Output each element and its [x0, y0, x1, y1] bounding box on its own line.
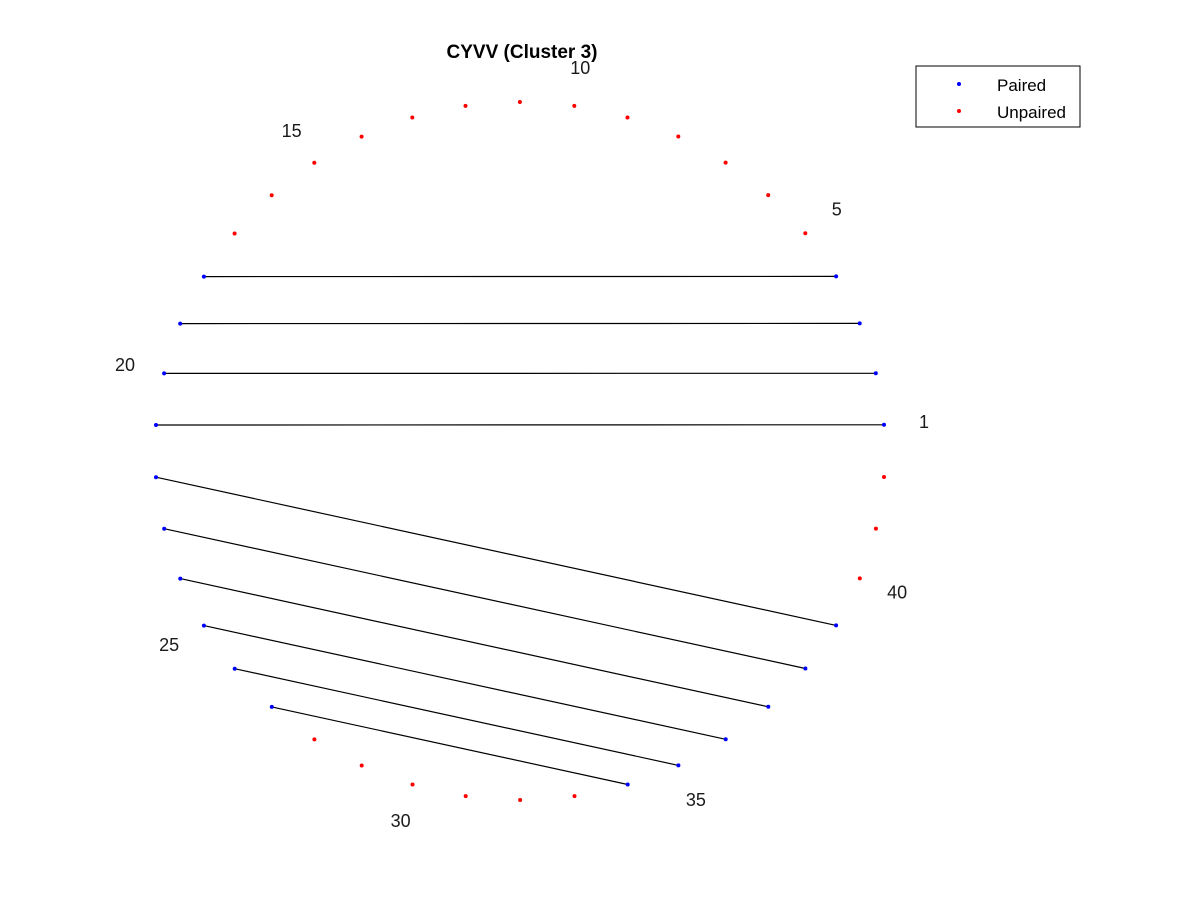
- position-label-20: 20: [115, 355, 135, 375]
- position-label-10: 10: [570, 58, 590, 78]
- unpaired-dot-12: [463, 103, 468, 108]
- pair-line-25-36: [203, 625, 726, 740]
- unpaired-dot-10: [572, 103, 577, 108]
- position-label-1: 1: [919, 412, 929, 432]
- paired-dot-37: [766, 704, 771, 709]
- unpaired-dot-40: [857, 576, 862, 581]
- position-label-30: 30: [391, 811, 411, 831]
- paired-dot-34: [625, 782, 630, 787]
- unpaired-dot-8: [676, 134, 681, 139]
- paired-dot-22: [154, 475, 158, 480]
- unpaired-dot-11: [517, 100, 522, 104]
- unpaired-dot-17: [232, 231, 237, 236]
- paired-dot-21: [154, 423, 158, 427]
- unpaired-dot-28: [312, 737, 317, 742]
- paired-dot-18: [201, 274, 206, 279]
- unpaired-dot-29: [359, 763, 364, 768]
- pair-line-27-34: [271, 706, 628, 786]
- position-label-35: 35: [686, 790, 706, 810]
- unpaired-dot-16: [269, 193, 274, 198]
- paired-dot-1: [882, 422, 886, 427]
- pair-line-26-35: [234, 668, 679, 766]
- paired-dot-36: [723, 737, 728, 742]
- pair-line-22-39: [155, 476, 837, 626]
- chart-title: CYVV (Cluster 3): [447, 42, 598, 63]
- paired-dot-24: [178, 576, 183, 581]
- unpaired-dot-32: [518, 798, 523, 802]
- paired-dot-4: [834, 274, 839, 279]
- paired-dot-39: [834, 623, 839, 628]
- pair-lines: [155, 275, 885, 786]
- legend-label-paired: Paired: [997, 76, 1046, 95]
- paired-dot-20: [162, 371, 167, 376]
- paired-dot-38: [803, 666, 808, 671]
- unpaired-dot-42: [882, 475, 886, 479]
- paired-dot-35: [676, 763, 681, 768]
- legend-label-unpaired: Unpaired: [997, 103, 1066, 122]
- unpaired-dot-7: [723, 160, 728, 165]
- unpaired-dot-13: [410, 115, 415, 120]
- legend-marker-unpaired: [957, 109, 961, 113]
- paired-dot-25: [201, 623, 206, 628]
- unpaired-dot-6: [766, 193, 771, 198]
- unpaired-dot-5: [803, 231, 808, 236]
- unpaired-dot-41: [873, 526, 878, 531]
- position-label-25: 25: [159, 635, 179, 655]
- pair-line-23-38: [164, 528, 806, 670]
- unpaired-dot-15: [312, 160, 317, 165]
- legend-box: [915, 65, 1081, 128]
- paired-dot-27: [269, 704, 274, 709]
- legend: Paired Unpaired: [915, 65, 1081, 128]
- unpaired-dot-14: [359, 134, 364, 139]
- unpaired-dot-33: [572, 794, 577, 799]
- paired-dot-26: [232, 666, 237, 671]
- pair-line-24-37: [180, 578, 769, 708]
- legend-marker-paired: [957, 82, 961, 86]
- position-label-15: 15: [282, 121, 302, 141]
- paired-dot-19: [178, 321, 183, 326]
- unpaired-dot-9: [625, 115, 630, 120]
- position-label-40: 40: [887, 583, 907, 603]
- position-label-5: 5: [832, 199, 842, 219]
- paired-dot-2: [873, 371, 878, 376]
- unpaired-dot-30: [410, 782, 415, 787]
- unpaired-dot-31: [463, 794, 468, 799]
- paired-dot-23: [162, 526, 167, 531]
- paired-dot-3: [857, 321, 862, 326]
- position-dots: [154, 100, 886, 802]
